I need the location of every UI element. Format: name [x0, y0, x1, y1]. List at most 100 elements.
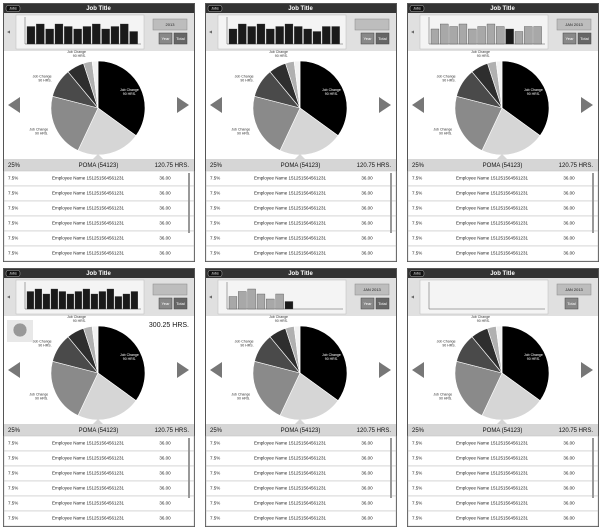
prev-page-arrow[interactable] — [210, 97, 222, 113]
pie-sublabel: 90 HRS. — [123, 357, 136, 361]
row-name: Employee Name 151251564561231 — [456, 486, 529, 491]
period-button[interactable] — [173, 297, 188, 310]
table-row[interactable] — [3, 245, 195, 262]
table-row[interactable] — [205, 510, 397, 527]
next-page-arrow[interactable] — [379, 97, 391, 113]
prev-page-arrow[interactable] — [210, 362, 222, 378]
nav-button[interactable] — [5, 5, 21, 12]
period-button[interactable] — [158, 32, 173, 45]
row-name: Employee Name 151251564561231 — [52, 456, 125, 461]
date-box — [152, 283, 188, 296]
prev-arrow: ◂ — [7, 295, 10, 301]
pointer-notch — [497, 154, 507, 159]
period-button[interactable] — [562, 32, 577, 45]
row-percent: 7.5% — [8, 206, 18, 211]
row-name: Employee Name 151251564561231 — [456, 501, 529, 506]
next-page-arrow[interactable] — [177, 362, 189, 378]
period-button[interactable] — [375, 297, 390, 310]
bar — [303, 28, 312, 45]
next-page-arrow[interactable] — [379, 362, 391, 378]
nav-button[interactable] — [207, 270, 223, 277]
row-name: Employee Name 151251564561231 — [254, 501, 327, 506]
row-percent: 7.5% — [8, 486, 18, 491]
period-button[interactable] — [360, 297, 375, 310]
row-value: 36.00 — [563, 206, 575, 211]
row-value: 36.00 — [563, 486, 575, 491]
period-button-label: Total — [378, 36, 387, 41]
row-value: 36.00 — [563, 236, 575, 241]
row-value: 36.00 — [361, 441, 373, 446]
row-percent: 7.5% — [412, 456, 422, 461]
table-row[interactable] — [407, 510, 599, 527]
row-name: Employee Name 151251564561231 — [456, 191, 529, 196]
nav-button[interactable] — [409, 5, 425, 12]
row-name: Employee Name 151251564561231 — [52, 236, 125, 241]
bar — [228, 296, 238, 310]
next-page-arrow[interactable] — [581, 97, 593, 113]
scrollbar — [390, 173, 392, 233]
date-label: 2013 — [166, 22, 176, 27]
row-percent: 7.5% — [8, 516, 18, 521]
period-button-label: Year — [161, 36, 170, 41]
period-button[interactable] — [375, 32, 390, 45]
bar — [266, 28, 275, 45]
pie-label: Job Change — [269, 50, 288, 54]
bar — [505, 28, 514, 45]
row-value: 36.00 — [563, 516, 575, 521]
row-name: Employee Name 151251564561231 — [52, 486, 125, 491]
pie-sublabel: 90 HRS. — [73, 54, 86, 58]
prev-page-arrow[interactable] — [412, 97, 424, 113]
period-button[interactable] — [564, 297, 579, 310]
summary-row — [4, 159, 194, 171]
table-row[interactable] — [205, 245, 397, 262]
prev-page-arrow[interactable] — [8, 97, 20, 113]
period-button[interactable] — [173, 32, 188, 45]
period-button[interactable] — [577, 32, 592, 45]
pointer-notch — [295, 154, 305, 159]
period-button[interactable] — [360, 32, 375, 45]
table-row[interactable] — [3, 510, 195, 527]
prev-arrow: ◂ — [209, 30, 212, 36]
row-percent: 7.5% — [210, 206, 220, 211]
row-percent: 7.5% — [8, 221, 18, 226]
bar — [275, 26, 284, 45]
pie-sublabel: 90 HRS. — [527, 357, 540, 361]
pie-sublabel: 90 HRS. — [123, 92, 136, 96]
next-page-arrow[interactable] — [177, 97, 189, 113]
row-name: Employee Name 151251564561231 — [254, 236, 327, 241]
table-row[interactable] — [407, 245, 599, 262]
prev-page-arrow[interactable] — [412, 362, 424, 378]
pointer-notch — [93, 419, 103, 424]
period-button[interactable] — [158, 297, 173, 310]
pie-label: Job Change — [524, 353, 543, 357]
nav-button[interactable] — [409, 270, 425, 277]
bar — [64, 26, 73, 45]
row-percent: 7.5% — [8, 191, 18, 196]
row-name: Employee Name 151251564561231 — [254, 456, 327, 461]
bar — [524, 26, 533, 45]
nav-button[interactable] — [207, 5, 223, 12]
pie-sublabel: 90 HRS. — [240, 78, 253, 82]
bar — [42, 293, 50, 310]
pie-label: Job Change — [471, 315, 490, 319]
bar — [449, 26, 458, 45]
bar — [114, 296, 122, 310]
nav-button[interactable] — [5, 270, 21, 277]
row-percent: 7.5% — [412, 516, 422, 521]
date-box — [556, 283, 592, 296]
row-value: 36.00 — [361, 191, 373, 196]
pie-sublabel: 90 HRS. — [237, 396, 250, 400]
pie-sublabel: 90 HRS. — [237, 131, 250, 135]
row-name: Employee Name 151251564561231 — [254, 176, 327, 181]
pie-sublabel: 90 HRS. — [477, 319, 490, 323]
prev-page-arrow[interactable] — [8, 362, 20, 378]
row-percent: 7.5% — [210, 441, 220, 446]
row-value: 36.00 — [361, 251, 373, 256]
next-page-arrow[interactable] — [581, 362, 593, 378]
row-name: Employee Name 151251564561231 — [254, 516, 327, 521]
bar — [486, 23, 496, 45]
bar — [98, 291, 106, 310]
scrollbar — [592, 173, 594, 233]
